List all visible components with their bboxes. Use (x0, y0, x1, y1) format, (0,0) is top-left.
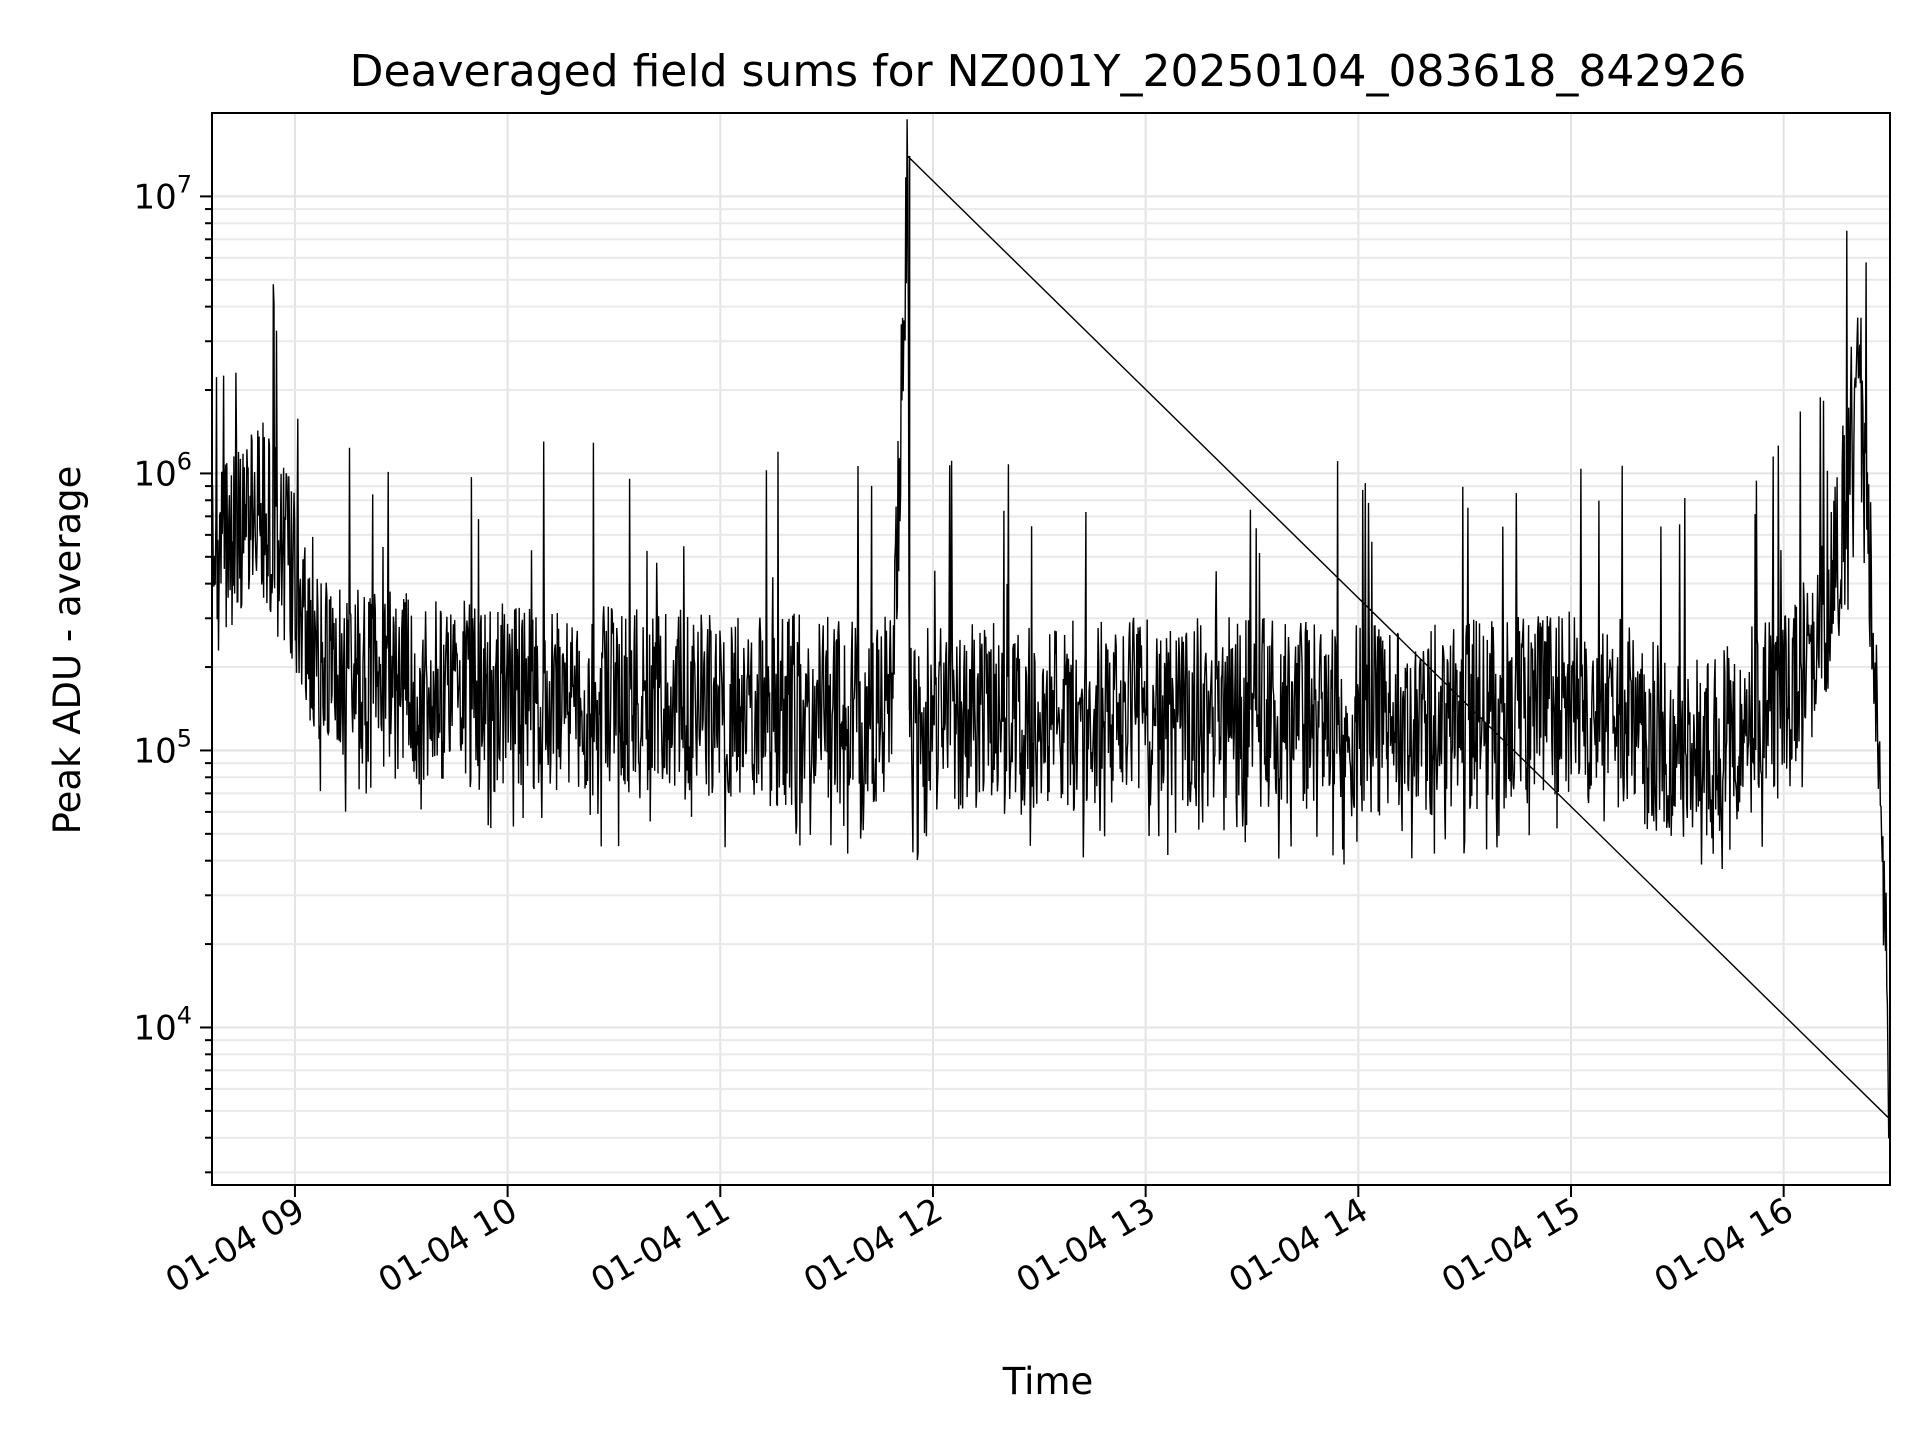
series-layer (211, 119, 1891, 1139)
chart-title: Deaveraged field sums for NZ001Y_2025010… (350, 46, 1747, 97)
x-axis-label: Time (1002, 1360, 1094, 1403)
y-tick-label: 107 (133, 170, 192, 217)
y-axis-label: Peak ADU - average (46, 466, 89, 835)
y-tick-label-exponent: 5 (177, 724, 192, 752)
y-tick-label: 105 (133, 724, 192, 771)
y-tick-label-exponent: 4 (177, 1001, 192, 1029)
grid-layer (212, 113, 1890, 1185)
y-tick-label-base: 10 (133, 1008, 176, 1048)
y-tick-label: 106 (133, 447, 192, 494)
y-tick-label-base: 10 (133, 177, 176, 217)
series-line (211, 119, 1891, 1139)
plot-frame (211, 112, 1891, 1186)
y-tick-label-exponent: 6 (177, 447, 192, 475)
y-tick-label: 104 (133, 1001, 192, 1048)
y-tick-label-base: 10 (133, 731, 176, 771)
y-tick-label-base: 10 (133, 454, 176, 494)
y-tick-label-exponent: 7 (177, 170, 192, 198)
